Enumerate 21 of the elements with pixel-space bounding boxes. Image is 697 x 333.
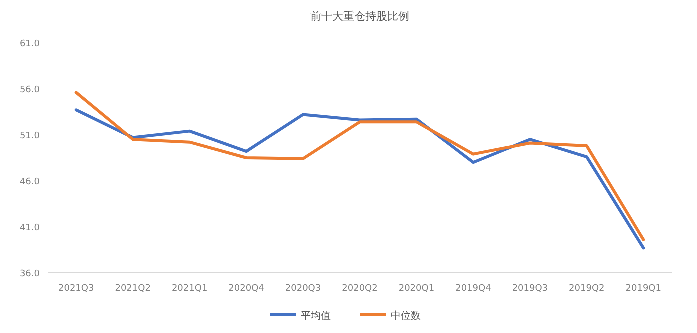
x-tick-label: 2021Q3 (58, 284, 94, 294)
x-tick-label: 2019Q1 (626, 284, 662, 294)
x-tick-label: 2019Q3 (512, 284, 548, 294)
x-tick-label: 2021Q2 (115, 284, 151, 294)
x-tick-label: 2021Q1 (172, 284, 208, 294)
y-tick-label: 61.0 (20, 40, 40, 50)
x-tick-label: 2020Q3 (285, 284, 322, 294)
line-series (74, 91, 646, 242)
x-tick-label: 2020Q4 (228, 284, 265, 294)
chart-title: 前十大重仓持股比例 (310, 10, 410, 23)
x-tick-label: 2019Q4 (456, 284, 492, 294)
y-tick-label: 46.0 (20, 178, 40, 188)
x-tick-label: 2020Q1 (398, 284, 435, 294)
y-tick-label: 41.0 (20, 224, 40, 234)
y-tick-label: 36.0 (20, 270, 40, 280)
x-tick-label: 2019Q2 (569, 284, 605, 294)
x-tick-label: 2020Q2 (342, 284, 378, 294)
legend-label: 平均值 (301, 310, 331, 322)
y-tick-label: 51.0 (20, 132, 40, 142)
y-tick-label: 56.0 (20, 86, 40, 96)
legend-label: 中位数 (391, 310, 421, 322)
